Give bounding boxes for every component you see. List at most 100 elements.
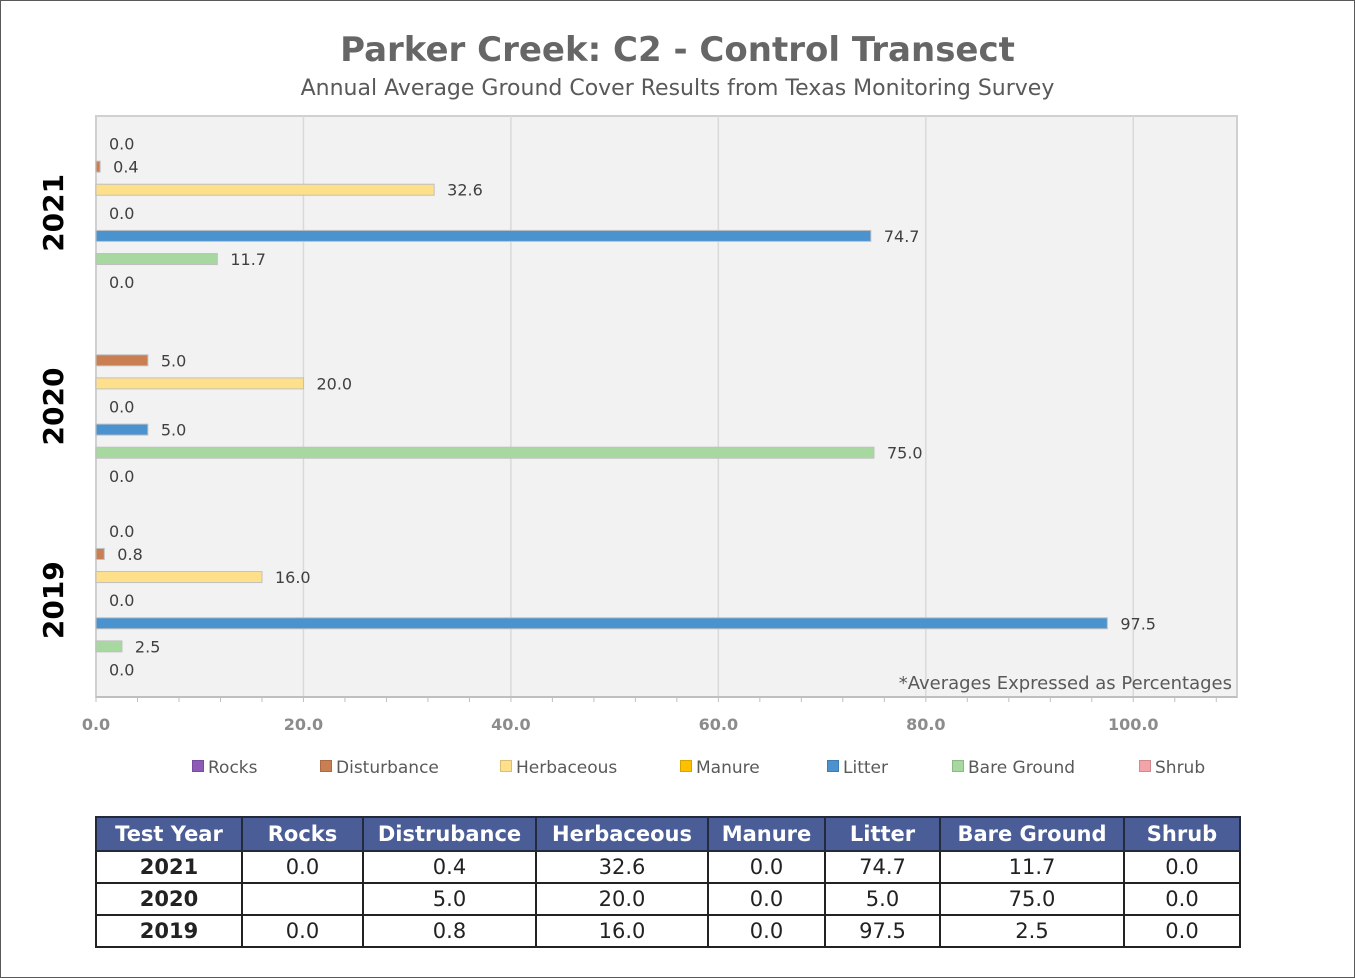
cell-litter: 97.5 bbox=[824, 914, 941, 948]
x-tick-label: 20.0 bbox=[284, 715, 323, 734]
bar-herbaceous bbox=[95, 183, 435, 196]
data-label-disturbance: 0.8 bbox=[117, 545, 142, 564]
cell-herbaceous: 20.0 bbox=[535, 882, 709, 916]
bar-herbaceous bbox=[95, 377, 304, 390]
data-label-disturbance: 5.0 bbox=[161, 351, 186, 370]
cell-herbaceous: 16.0 bbox=[535, 914, 709, 948]
legend-item-manure: Manure bbox=[680, 758, 760, 778]
data-label-shrub: 0.0 bbox=[109, 273, 134, 292]
x-tick-label: 60.0 bbox=[699, 715, 738, 734]
cell-year: 2019 bbox=[95, 914, 243, 948]
cell-herbaceous: 32.6 bbox=[535, 850, 709, 884]
cell-rocks bbox=[241, 882, 364, 916]
data-label-bare-ground: 11.7 bbox=[230, 250, 266, 269]
bar-bare-ground bbox=[95, 446, 875, 459]
header-shrub: Shrub bbox=[1123, 816, 1241, 852]
x-tick-label: 80.0 bbox=[906, 715, 945, 734]
header-bare-ground: Bare Ground bbox=[939, 816, 1125, 852]
data-table: Test Year Rocks Distrubance Herbaceous M… bbox=[95, 816, 1241, 948]
cell-manure: 0.0 bbox=[707, 914, 826, 948]
cell-manure: 0.0 bbox=[707, 882, 826, 916]
legend-item-disturbance: Disturbance bbox=[320, 758, 439, 778]
data-label-bare-ground: 2.5 bbox=[135, 637, 160, 656]
cell-litter: 74.7 bbox=[824, 850, 941, 884]
category-label: 2021 bbox=[37, 174, 70, 252]
legend-swatch bbox=[320, 760, 332, 772]
cell-shrub: 0.0 bbox=[1123, 914, 1241, 948]
x-tick-label: 40.0 bbox=[491, 715, 530, 734]
data-label-manure: 0.0 bbox=[109, 398, 134, 417]
category-label: 2020 bbox=[37, 368, 70, 446]
cell-bare-ground: 2.5 bbox=[939, 914, 1125, 948]
cell-year: 2020 bbox=[95, 882, 243, 916]
bar-chart: 0.0 20.0 40.0 60.0 80.0 100.0 2021 0.0 0.4 32.6 0.… bbox=[37, 115, 1238, 734]
bar-litter bbox=[95, 617, 1108, 630]
table-header-row: Test Year Rocks Distrubance Herbaceous M… bbox=[95, 816, 1241, 852]
cell-disturbance: 0.8 bbox=[362, 914, 537, 948]
cell-manure: 0.0 bbox=[707, 850, 826, 884]
bar-bare-ground bbox=[95, 640, 123, 653]
table-row: 2020 5.0 20.0 0.0 5.0 75.0 0.0 bbox=[95, 882, 1241, 916]
chart-legend: Rocks Disturbance Herbaceous Manure Litter Ba… bbox=[150, 758, 1250, 782]
table-row: 2021 0.0 0.4 32.6 0.0 74.7 11.7 0.0 bbox=[95, 850, 1241, 884]
chart-subtitle: Annual Average Ground Cover Results from… bbox=[300, 76, 1055, 101]
legend-swatch bbox=[500, 760, 512, 772]
bar-disturbance bbox=[95, 354, 149, 367]
bar-bare-ground bbox=[95, 253, 218, 266]
data-label-litter: 97.5 bbox=[1120, 614, 1156, 633]
bar-litter bbox=[95, 423, 149, 436]
cell-litter: 5.0 bbox=[824, 882, 941, 916]
cell-shrub: 0.0 bbox=[1123, 850, 1241, 884]
data-label-manure: 0.0 bbox=[109, 591, 134, 610]
legend-swatch bbox=[680, 760, 692, 772]
legend-label: Litter bbox=[843, 758, 888, 778]
header-herbaceous: Herbaceous bbox=[535, 816, 709, 852]
bar-disturbance bbox=[95, 547, 105, 560]
legend-item-shrub: Shrub bbox=[1139, 758, 1205, 778]
x-tick-label: 100.0 bbox=[1108, 715, 1159, 734]
header-manure: Manure bbox=[707, 816, 826, 852]
data-label-rocks: 0.0 bbox=[109, 135, 134, 154]
legend-swatch bbox=[1139, 760, 1151, 772]
legend-item-litter: Litter bbox=[827, 758, 888, 778]
bar-herbaceous bbox=[95, 571, 263, 584]
data-label-shrub: 0.0 bbox=[109, 660, 134, 679]
legend-label: Rocks bbox=[208, 758, 258, 778]
cell-shrub: 0.0 bbox=[1123, 882, 1241, 916]
data-label-bare-ground: 75.0 bbox=[887, 444, 923, 463]
data-label-litter: 74.7 bbox=[884, 227, 920, 246]
bar-litter bbox=[95, 229, 872, 242]
cell-bare-ground: 75.0 bbox=[939, 882, 1125, 916]
data-label-manure: 0.0 bbox=[109, 204, 134, 223]
cell-disturbance: 0.4 bbox=[362, 850, 537, 884]
legend-item-herbaceous: Herbaceous bbox=[500, 758, 617, 778]
chart-title: Parker Creek: C2 - Control Transect bbox=[340, 30, 1015, 70]
legend-label: Disturbance bbox=[336, 758, 439, 778]
chart-annotation: *Averages Expressed as Percentages bbox=[899, 673, 1232, 694]
category-label: 2019 bbox=[37, 561, 70, 639]
plot-area bbox=[95, 115, 1238, 698]
legend-label: Manure bbox=[696, 758, 760, 778]
cell-rocks: 0.0 bbox=[241, 850, 364, 884]
legend-swatch bbox=[192, 760, 204, 772]
table-row: 2019 0.0 0.8 16.0 0.0 97.5 2.5 0.0 bbox=[95, 914, 1241, 948]
bar-disturbance bbox=[95, 160, 101, 173]
header-disturbance: Distrubance bbox=[362, 816, 537, 852]
legend-label: Herbaceous bbox=[516, 758, 618, 778]
cell-bare-ground: 11.7 bbox=[939, 850, 1125, 884]
legend-swatch bbox=[827, 760, 839, 772]
legend-label: Shrub bbox=[1155, 758, 1206, 778]
data-label-herbaceous: 32.6 bbox=[447, 181, 483, 200]
data-label-herbaceous: 16.0 bbox=[275, 568, 311, 587]
data-label-herbaceous: 20.0 bbox=[316, 374, 352, 393]
data-label-litter: 5.0 bbox=[161, 421, 186, 440]
legend-swatch bbox=[952, 760, 964, 772]
data-label-disturbance: 0.4 bbox=[113, 158, 138, 177]
data-label-rocks: 0.0 bbox=[109, 522, 134, 541]
header-rocks: Rocks bbox=[241, 816, 364, 852]
legend-item-bare-ground: Bare Ground bbox=[952, 758, 1075, 778]
cell-disturbance: 5.0 bbox=[362, 882, 537, 916]
cell-year: 2021 bbox=[95, 850, 243, 884]
cell-rocks: 0.0 bbox=[241, 914, 364, 948]
data-label-shrub: 0.0 bbox=[109, 467, 134, 486]
